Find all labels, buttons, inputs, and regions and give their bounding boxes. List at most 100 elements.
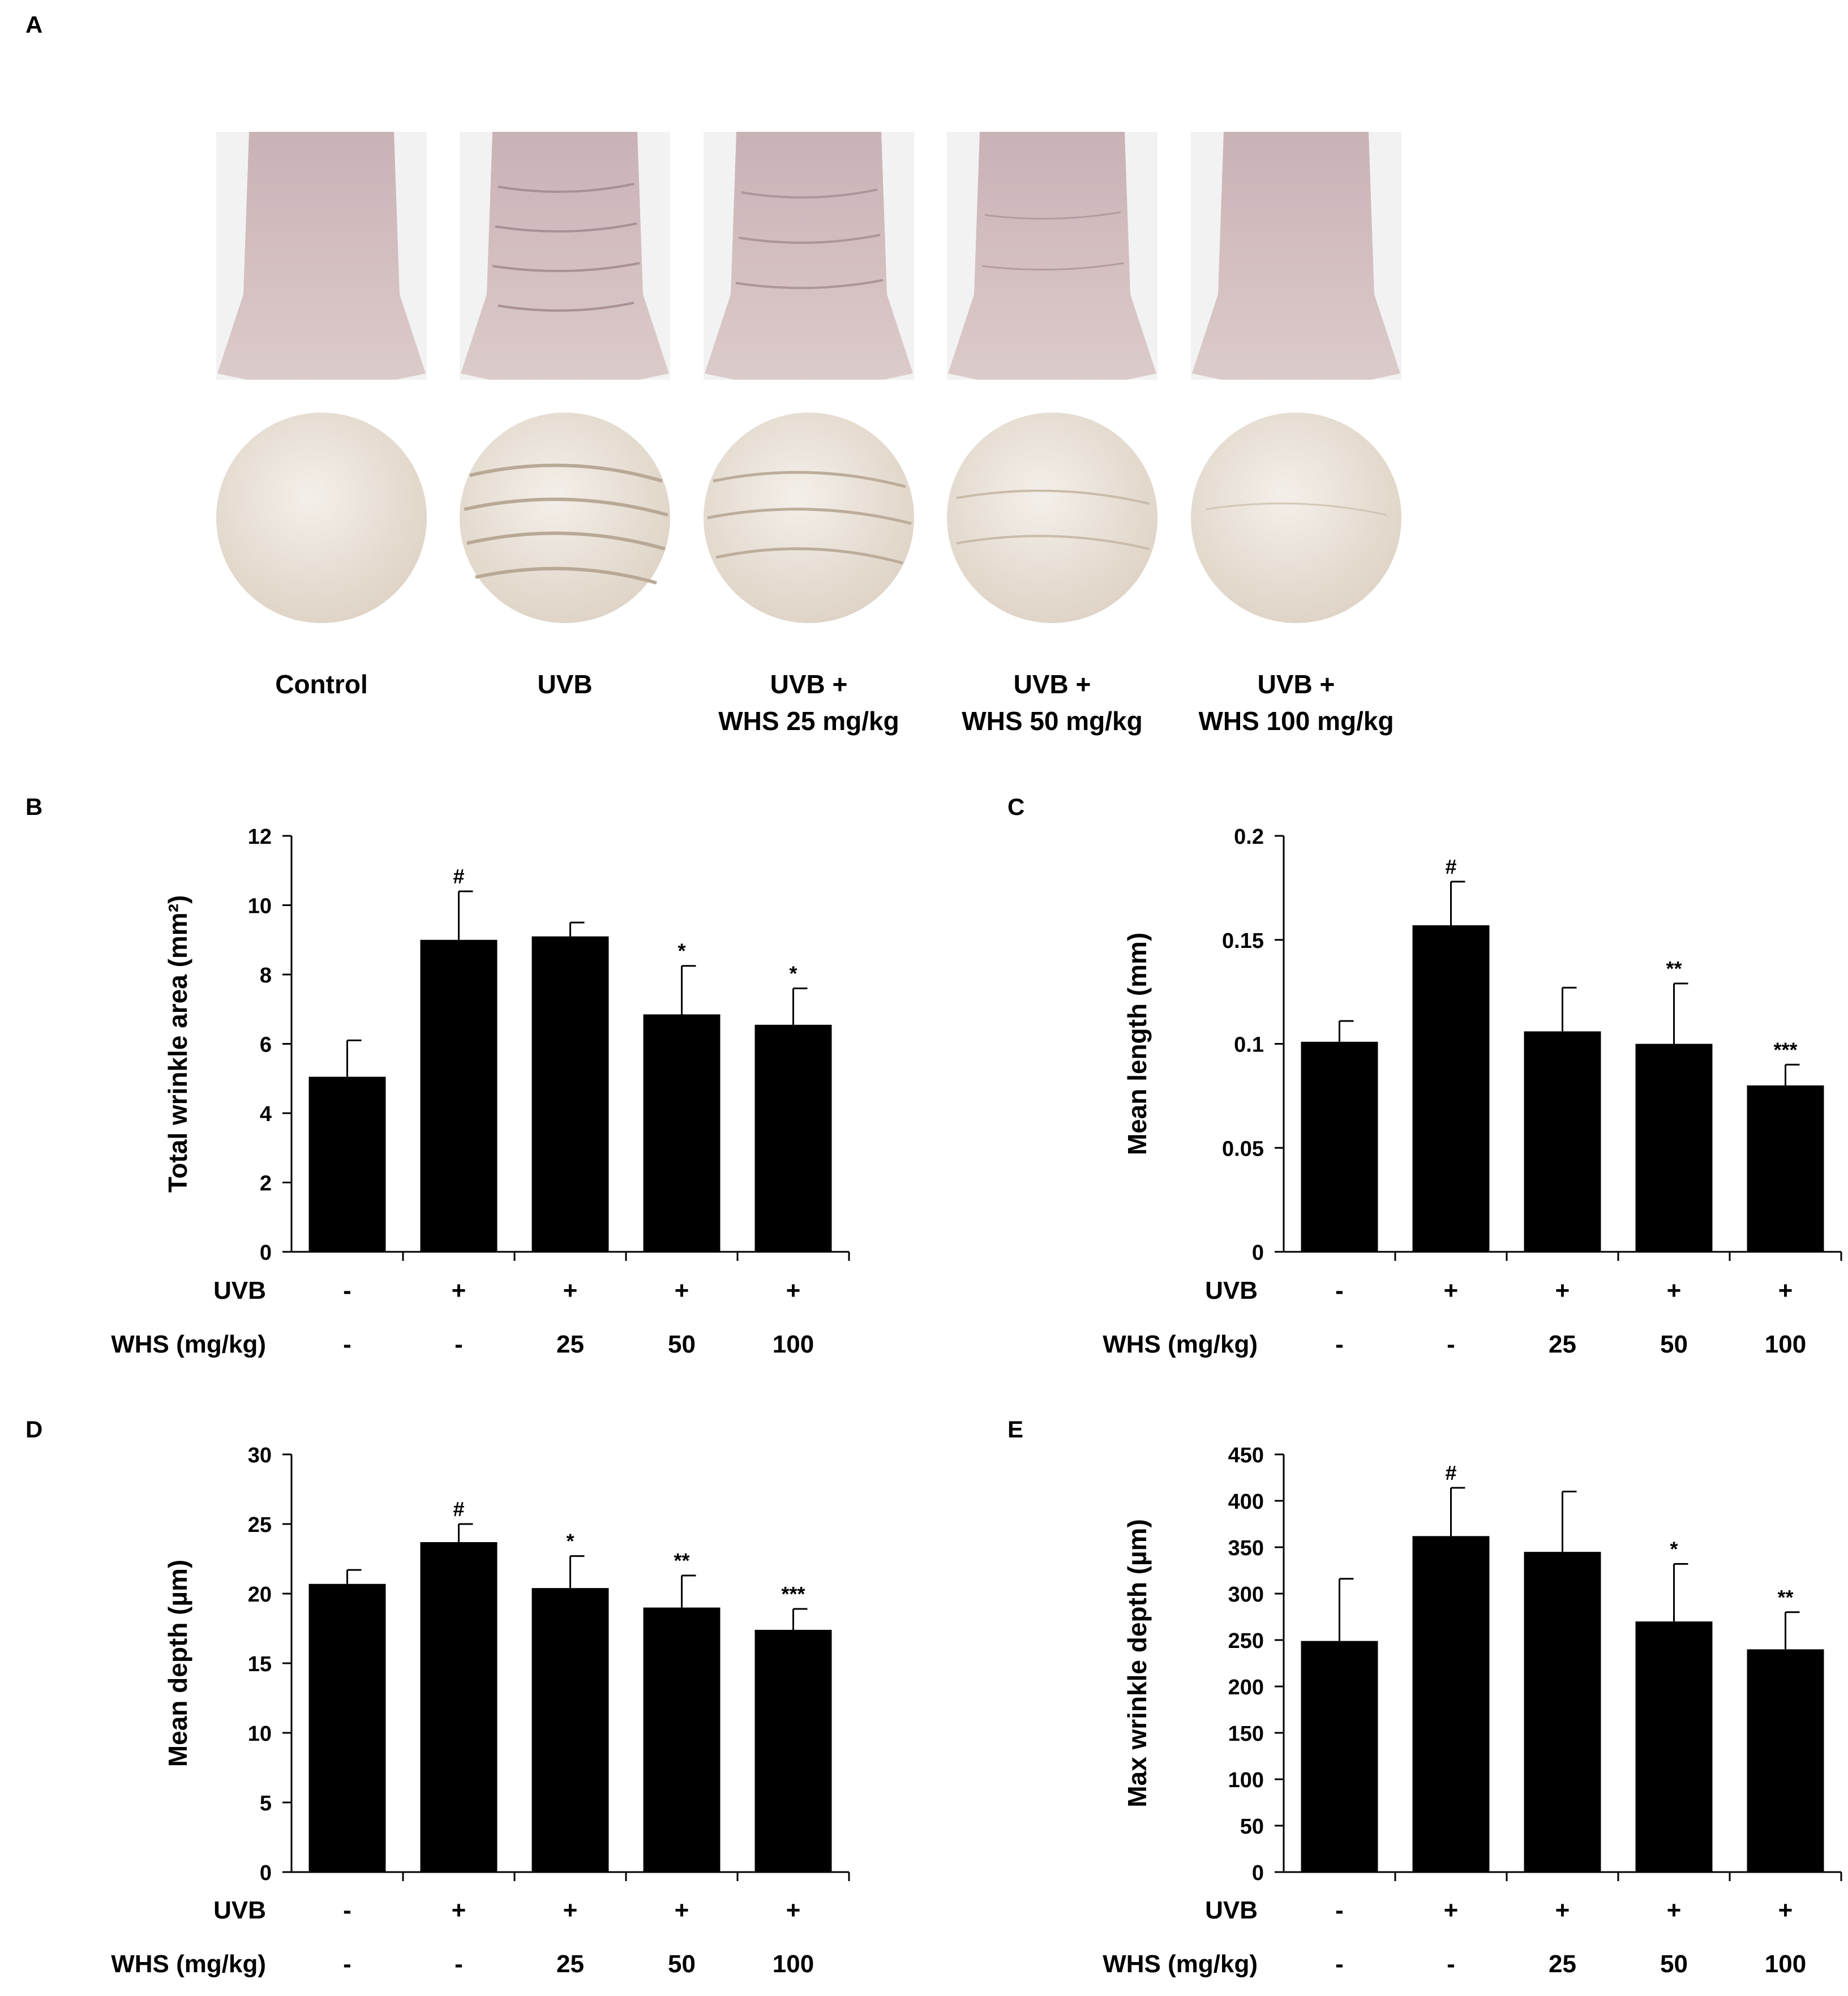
panel-label: D	[25, 1416, 42, 1443]
group-label-line1: UVB +	[1258, 669, 1335, 699]
bar	[1747, 1085, 1824, 1252]
significance-mark: #	[453, 1497, 464, 1521]
significance-mark: *	[678, 939, 685, 963]
significance-mark: ***	[1773, 1038, 1797, 1061]
y-tick-label: 100	[1228, 1769, 1264, 1792]
uvb-value: +	[786, 1896, 801, 1924]
whs-value: 50	[668, 1330, 696, 1358]
significance-mark: **	[1777, 1586, 1793, 1609]
y-tick-label: 4	[260, 1102, 272, 1126]
bar	[754, 1629, 832, 1872]
group-label-line1: Control	[275, 669, 368, 699]
y-tick-label: 6	[260, 1033, 272, 1057]
bar	[1747, 1649, 1824, 1872]
bar	[308, 1583, 386, 1872]
whs-value: 25	[1549, 1330, 1576, 1358]
bar	[531, 1588, 609, 1872]
whs-value: -	[343, 1950, 351, 1978]
uvb-value: +	[1444, 1277, 1459, 1304]
y-tick-label: 0	[1252, 1861, 1264, 1885]
bar	[1301, 1641, 1378, 1872]
y-tick-label: 15	[248, 1652, 272, 1676]
bar	[754, 1024, 832, 1252]
y-tick-label: 0.1	[1234, 1033, 1264, 1057]
replica-images-row	[216, 413, 1401, 623]
bar	[643, 1607, 721, 1872]
mouse-photo	[216, 132, 427, 380]
whs-row-label: WHS (mg/kg)	[111, 1950, 266, 1978]
uvb-value: +	[675, 1896, 689, 1924]
mouse-photo	[947, 132, 1157, 380]
uvb-value: +	[1667, 1896, 1682, 1924]
whs-value: 50	[1660, 1950, 1688, 1978]
y-tick-label: 200	[1228, 1676, 1264, 1699]
significance-mark: #	[453, 865, 464, 888]
uvb-value: +	[1778, 1896, 1793, 1924]
whs-row-label: WHS (mg/kg)	[1103, 1330, 1258, 1358]
mouse-photo	[460, 132, 670, 380]
chart-panel-c: C 0 0.05 0.1 0.15 0.2 Mean length (mm) - - # + - +25…	[1007, 793, 1842, 1358]
uvb-row-label: UVB	[213, 1896, 266, 1924]
chart-panel-e: E 0 50 100 150 200 250 300 350 400 450 Max wrinkle …	[1007, 1416, 1842, 1978]
uvb-value: +	[563, 1896, 578, 1924]
y-tick-label: 150	[1228, 1722, 1264, 1746]
uvb-value: +	[452, 1277, 466, 1304]
bar	[1635, 1621, 1713, 1872]
whs-value: -	[1447, 1330, 1455, 1358]
y-tick-label: 20	[248, 1583, 272, 1607]
uvb-row-label: UVB	[1205, 1896, 1258, 1924]
panel-a-label: A	[25, 11, 42, 38]
y-axis-title: Mean length (mm)	[1122, 933, 1152, 1156]
uvb-value: -	[1335, 1277, 1344, 1304]
y-tick-label: 30	[248, 1444, 272, 1467]
y-tick-label: 400	[1228, 1490, 1264, 1514]
uvb-value: -	[343, 1896, 351, 1924]
panel-label: B	[25, 793, 42, 820]
significance-mark: #	[1445, 855, 1456, 878]
uvb-value: +	[1444, 1896, 1459, 1924]
whs-value: 100	[773, 1330, 814, 1358]
whs-value: 25	[556, 1330, 584, 1358]
group-label-line1: UVB +	[770, 669, 848, 699]
whs-value: 25	[556, 1950, 584, 1978]
skin-replica-image	[1191, 413, 1401, 623]
whs-value: -	[1447, 1950, 1455, 1978]
y-tick-label: 10	[248, 1722, 272, 1746]
chart-panel-d: D 0 5 10 15 20 25 30 Mean depth (µm) - - # + - * +25 ** +…	[25, 1416, 850, 1978]
whs-row-label: WHS (mg/kg)	[111, 1330, 266, 1358]
bar	[1412, 925, 1490, 1252]
y-tick-label: 0.15	[1222, 929, 1264, 953]
y-tick-label: 50	[1240, 1815, 1264, 1839]
chart-panel-b: B 0 2 4 6 8 10 12 Total wrinkle area (mm²) - - # + - +…	[25, 793, 850, 1358]
y-axis-title: Max wrinkle depth (µm)	[1122, 1519, 1152, 1808]
y-tick-label: 2	[260, 1172, 272, 1196]
charts-layer: B 0 2 4 6 8 10 12 Total wrinkle area (mm²) - - # + - +…	[25, 793, 1842, 1978]
y-tick-label: 350	[1228, 1536, 1264, 1560]
significance-mark: #	[1445, 1461, 1456, 1484]
y-tick-label: 5	[260, 1792, 272, 1815]
uvb-value: +	[786, 1277, 801, 1304]
significance-mark: ***	[781, 1582, 805, 1606]
uvb-value: +	[1778, 1277, 1793, 1304]
bar	[1524, 1552, 1601, 1872]
mouse-photos-row	[216, 132, 1401, 380]
significance-mark: *	[566, 1530, 574, 1553]
bar	[1412, 1536, 1490, 1872]
skin-replica-image	[704, 413, 914, 623]
bar	[643, 1014, 721, 1252]
group-label-line1: UVB +	[1014, 669, 1091, 699]
y-tick-label: 300	[1228, 1583, 1264, 1607]
skin-replica-image	[947, 413, 1157, 623]
y-axis-title: Total wrinkle area (mm²)	[163, 895, 192, 1193]
y-tick-label: 0.2	[1234, 825, 1264, 849]
whs-value: 25	[1549, 1950, 1576, 1978]
bar	[531, 936, 609, 1252]
group-label-line1: UVB	[537, 669, 592, 699]
y-tick-label: 8	[260, 964, 272, 988]
bar	[420, 939, 498, 1252]
whs-value: 50	[668, 1950, 696, 1978]
significance-mark: **	[1666, 957, 1682, 980]
bar	[1524, 1031, 1601, 1252]
bar	[1301, 1041, 1378, 1252]
